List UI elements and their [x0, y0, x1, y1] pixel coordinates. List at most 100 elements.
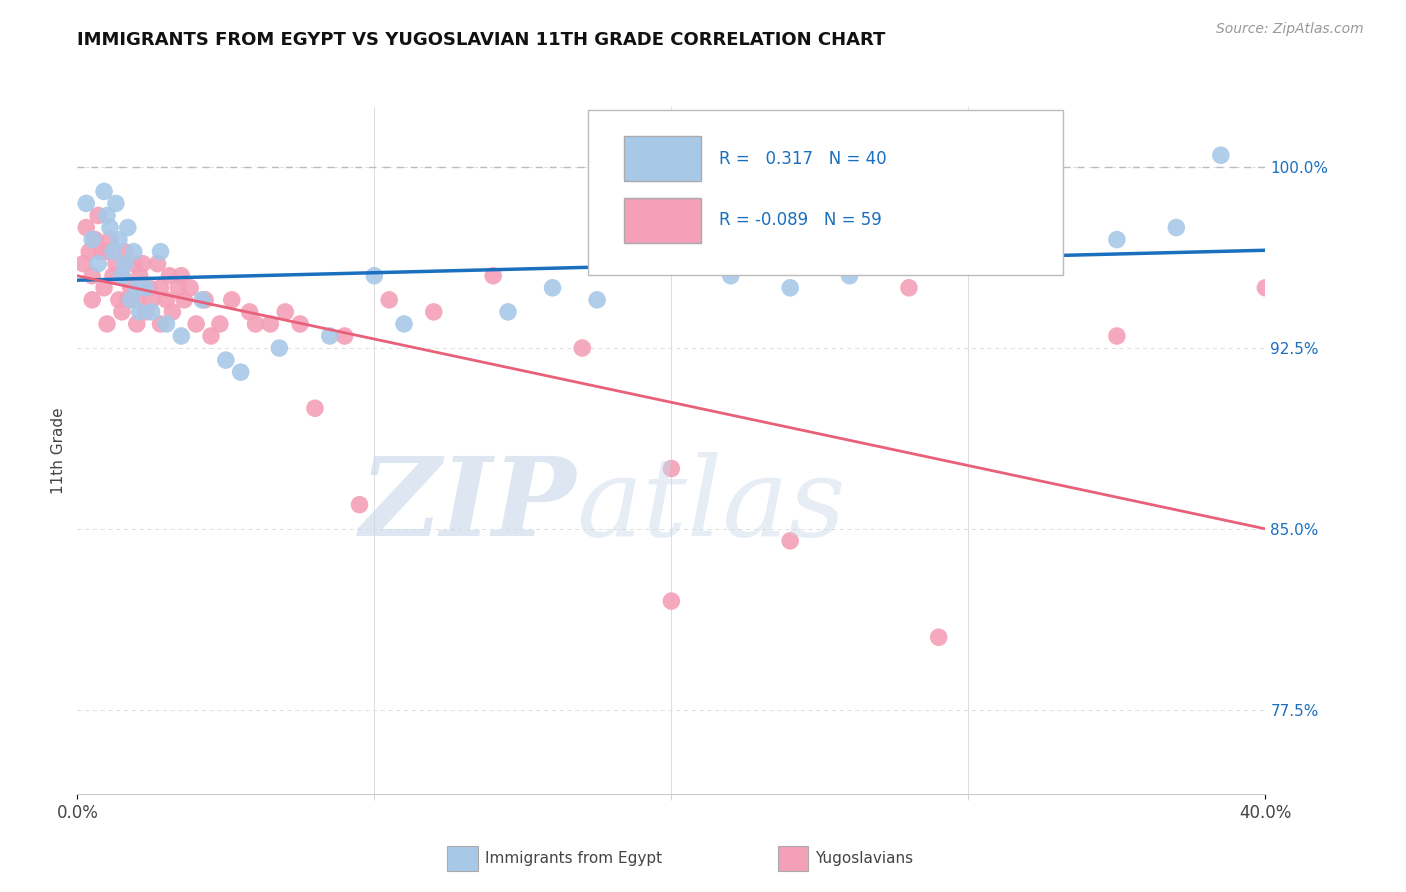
Point — [125, 281, 148, 295]
Point — [269, 341, 291, 355]
Point — [363, 268, 385, 283]
Point — [162, 305, 184, 319]
Text: Yugoslavians: Yugoslavians — [815, 851, 914, 865]
Point — [157, 268, 180, 283]
Point — [208, 317, 231, 331]
Point — [1254, 281, 1277, 295]
Point — [108, 293, 131, 307]
Point — [378, 293, 401, 307]
Point — [128, 305, 150, 319]
Text: IMMIGRANTS FROM EGYPT VS YUGOSLAVIAN 11TH GRADE CORRELATION CHART: IMMIGRANTS FROM EGYPT VS YUGOSLAVIAN 11T… — [77, 31, 886, 49]
Point — [170, 329, 193, 343]
Point — [541, 281, 564, 295]
Point — [304, 401, 326, 416]
Point — [98, 233, 121, 247]
Text: R = -0.089   N = 59: R = -0.089 N = 59 — [718, 211, 882, 229]
Point — [77, 244, 100, 259]
Point — [586, 293, 609, 307]
Point — [75, 196, 97, 211]
Point — [170, 268, 193, 283]
Point — [191, 293, 214, 307]
Point — [122, 257, 145, 271]
Point — [98, 220, 121, 235]
Point — [496, 305, 519, 319]
Point — [245, 317, 267, 331]
Point — [661, 594, 683, 608]
Point — [957, 244, 980, 259]
Point — [84, 233, 107, 247]
Point — [111, 305, 134, 319]
Point — [117, 220, 139, 235]
Point — [125, 317, 148, 331]
Text: R =   0.317   N = 40: R = 0.317 N = 40 — [718, 150, 887, 168]
Point — [239, 305, 262, 319]
Point — [319, 329, 342, 343]
Point — [120, 281, 142, 295]
Point — [288, 317, 311, 331]
Point — [349, 498, 371, 512]
Point — [571, 341, 593, 355]
Point — [96, 317, 118, 331]
Point — [392, 317, 415, 331]
Text: Source: ZipAtlas.com: Source: ZipAtlas.com — [1216, 22, 1364, 37]
Point — [215, 353, 238, 368]
FancyBboxPatch shape — [624, 136, 702, 181]
Point — [93, 185, 115, 199]
Point — [155, 317, 177, 331]
Point — [120, 293, 142, 307]
Point — [838, 268, 860, 283]
Point — [661, 244, 683, 259]
Point — [149, 244, 172, 259]
Text: ZIP: ZIP — [360, 451, 576, 559]
Point — [194, 293, 217, 307]
Point — [259, 317, 281, 331]
Point — [87, 257, 110, 271]
FancyBboxPatch shape — [588, 111, 1063, 276]
Point — [82, 268, 104, 283]
Point — [141, 305, 163, 319]
Point — [186, 317, 208, 331]
Point — [135, 305, 157, 319]
Point — [1105, 233, 1128, 247]
Point — [173, 293, 195, 307]
Point — [200, 329, 222, 343]
Point — [1166, 220, 1188, 235]
Point — [111, 268, 134, 283]
Point — [114, 244, 136, 259]
Point — [96, 209, 118, 223]
Point — [141, 293, 163, 307]
Point — [1032, 257, 1054, 271]
Point — [72, 257, 94, 271]
Point — [149, 281, 172, 295]
Point — [125, 293, 148, 307]
Point — [122, 244, 145, 259]
Point — [1105, 329, 1128, 343]
Point — [221, 293, 243, 307]
Text: atlas: atlas — [576, 451, 846, 559]
Point — [149, 317, 172, 331]
Point — [111, 268, 134, 283]
Point — [146, 257, 169, 271]
Point — [96, 244, 118, 259]
Point — [117, 293, 139, 307]
Point — [101, 268, 124, 283]
FancyBboxPatch shape — [624, 198, 702, 243]
Point — [928, 630, 950, 644]
Point — [108, 233, 131, 247]
Y-axis label: 11th Grade: 11th Grade — [51, 407, 66, 494]
Point — [131, 257, 153, 271]
Point — [82, 293, 104, 307]
Text: Immigrants from Egypt: Immigrants from Egypt — [485, 851, 662, 865]
Point — [274, 305, 297, 319]
Point — [135, 281, 157, 295]
Point — [101, 244, 124, 259]
Point — [423, 305, 446, 319]
Point — [898, 281, 921, 295]
Point — [229, 365, 252, 379]
Point — [779, 533, 801, 548]
Point — [779, 281, 801, 295]
Point — [1209, 148, 1232, 162]
Point — [90, 244, 112, 259]
Point — [179, 281, 201, 295]
Point — [93, 281, 115, 295]
